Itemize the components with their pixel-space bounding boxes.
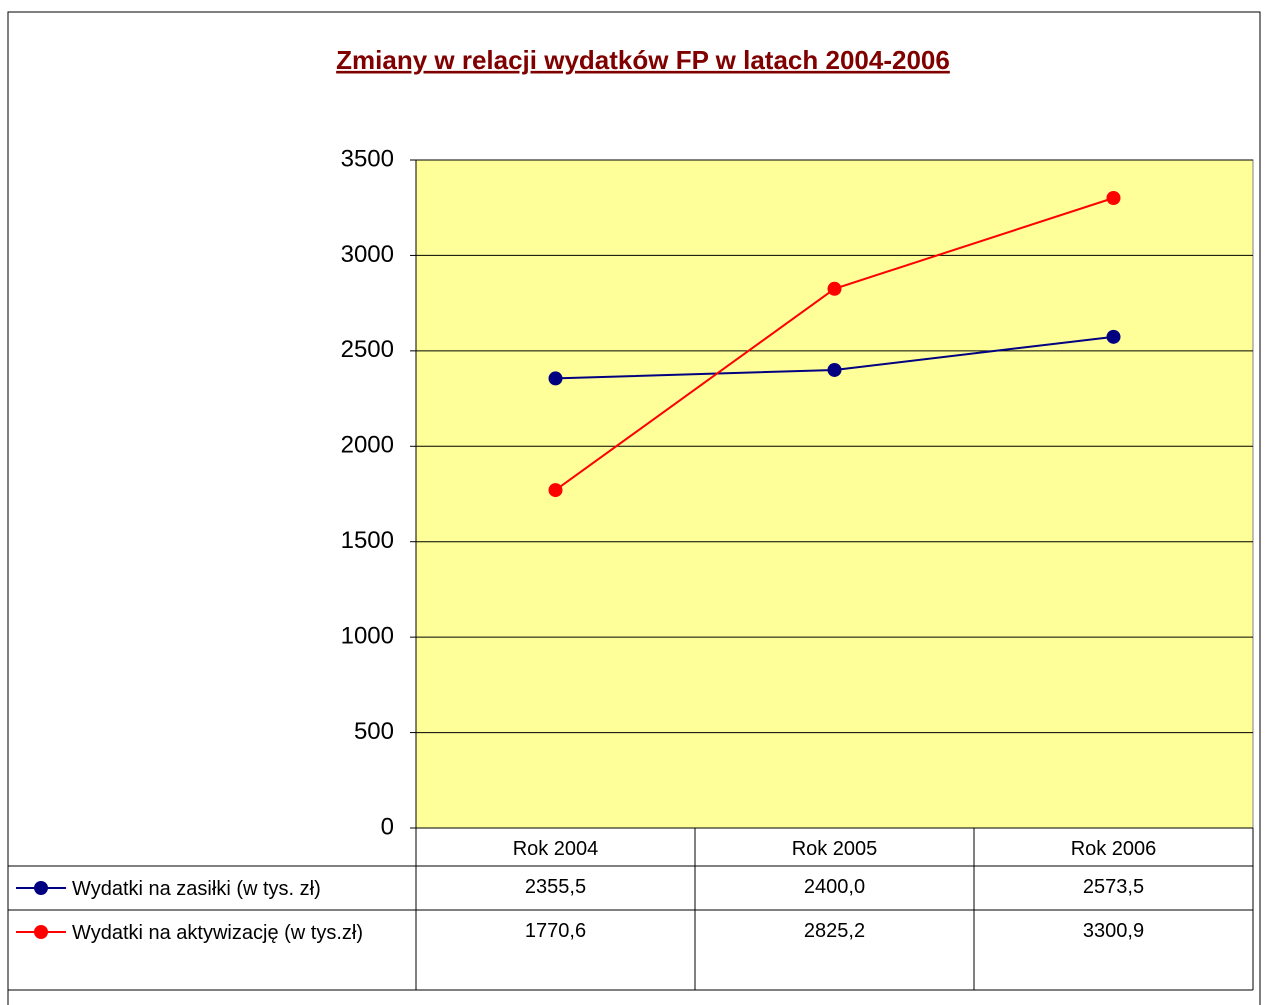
category-cell: Rok 2006 [1070,838,1157,860]
value-cell: 2573,5 [1082,876,1145,898]
legend-marker [34,881,48,895]
series-marker [548,483,563,498]
y-tick-label: 0 [381,813,394,840]
y-tick-label: 3500 [341,145,394,172]
y-tick-label: 2000 [341,432,394,459]
series-marker [1106,190,1121,205]
chart-title: Zmiany w relacji wydatków FP w latach 20… [336,45,950,75]
value-cell: 2400,0 [803,876,866,898]
y-tick-label: 1500 [341,527,394,554]
category-cell: Rok 2004 [512,838,599,860]
series-marker [827,362,842,377]
value-cell: 2825,2 [803,920,866,942]
y-tick-label: 500 [354,718,394,745]
legend-label: Wydatki na zasiłki (w tys. zł) [72,878,321,900]
value-cell: 3300,9 [1082,920,1145,942]
series-marker [1106,329,1121,344]
series-marker [827,281,842,296]
y-tick-label: 1000 [341,622,394,649]
y-tick-label: 3000 [341,241,394,268]
chart-frame [7,11,1261,1005]
value-cell: 1770,6 [524,920,587,942]
legend-marker [34,925,48,939]
category-cell: Rok 2005 [791,838,878,860]
legend-label: Wydatki na aktywizację (w tys.zł) [72,922,363,944]
y-tick-label: 2500 [341,336,394,363]
series-marker [548,371,563,386]
value-cell: 2355,5 [524,876,587,898]
plot-area [415,159,1254,829]
